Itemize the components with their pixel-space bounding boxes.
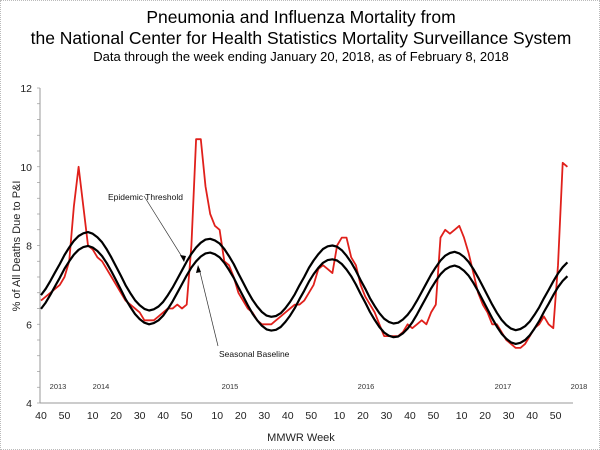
x-tick-label: 50: [550, 410, 562, 422]
x-tick-label: 30: [134, 410, 146, 422]
x-tick-label: 40: [35, 410, 47, 422]
year-label: 2016: [358, 382, 375, 391]
seasonal-baseline-line: [40, 244, 569, 345]
x-tick-label: 40: [282, 410, 294, 422]
epidemic-threshold-line: [40, 231, 569, 332]
y-axis-label: % of All Deaths Due to P&I: [11, 181, 23, 312]
x-tick-label: 10: [334, 410, 346, 422]
x-tick-label: 10: [87, 410, 99, 422]
x-tick-label: 50: [181, 410, 193, 422]
year-label: 2018: [571, 382, 588, 391]
x-tick-label: 40: [404, 410, 416, 422]
x-tick-label: 40: [157, 410, 169, 422]
y-tick-label: 6: [26, 319, 32, 331]
x-tick-label: 20: [235, 410, 247, 422]
x-axis-label: MMWR Week: [267, 432, 335, 444]
chart-title-line1: Pneumonia and Influenza Mortality from: [146, 7, 455, 27]
x-tick-label: 20: [110, 410, 122, 422]
y-tick-label: 8: [26, 241, 32, 253]
chart-title-line2: the National Center for Health Statistic…: [31, 28, 572, 48]
x-tick-label: 10: [211, 410, 223, 422]
x-tick-label: 20: [357, 410, 369, 422]
arrowhead-icon: [180, 255, 186, 262]
x-tick-label: 40: [526, 410, 538, 422]
x-tick-label: 50: [305, 410, 317, 422]
y-tick-label: 10: [20, 162, 32, 174]
year-label: 2017: [495, 382, 512, 391]
x-tick-label: 20: [479, 410, 491, 422]
observed-series-line: [40, 138, 568, 349]
x-tick-label: 50: [428, 410, 440, 422]
y-tick-label: 4: [26, 398, 32, 410]
annotation-seasonal-baseline: Seasonal Baseline: [219, 349, 290, 359]
arrowhead-icon: [196, 265, 201, 273]
annotation-epidemic-threshold: Epidemic Threshold: [108, 192, 183, 202]
y-tick-label: 12: [20, 83, 32, 95]
chart-subtitle: Data through the week ending January 20,…: [93, 49, 509, 64]
x-tick-label: 10: [456, 410, 468, 422]
x-tick-label: 30: [503, 410, 515, 422]
x-tick-label: 30: [258, 410, 270, 422]
x-tick-label: 30: [381, 410, 393, 422]
year-label: 2014: [93, 382, 110, 391]
annotation-arrow-baseline: [198, 267, 219, 347]
annotation-arrow-threshold: [143, 195, 185, 261]
year-label: 2013: [50, 382, 67, 391]
year-label: 2015: [222, 382, 239, 391]
x-tick-label: 50: [59, 410, 71, 422]
